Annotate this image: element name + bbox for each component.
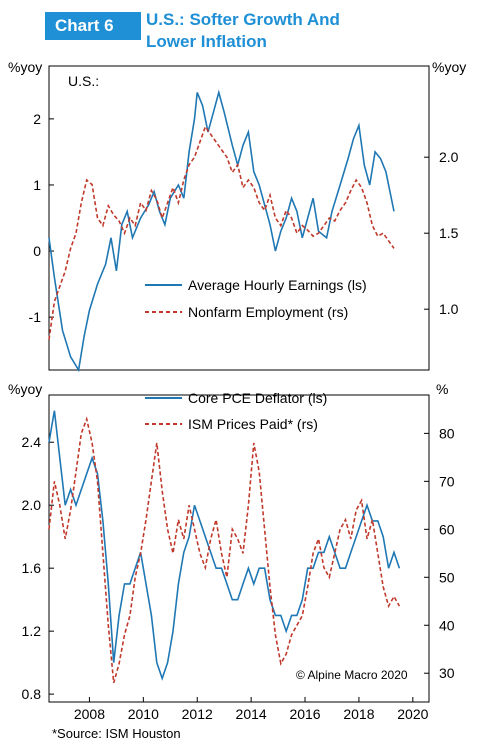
source-note: *Source: ISM Houston — [52, 726, 181, 741]
x-tick-label: 2018 — [343, 706, 374, 722]
top-panel-frame — [48, 65, 430, 371]
top-panel-label: U.S.: — [68, 73, 99, 89]
top-axis-ticks: 2 1 0 -1 2.0 1.5 1.0 — [29, 111, 459, 325]
top-series-0-line — [48, 89, 395, 373]
top-left-tick-label: 1 — [33, 177, 41, 193]
x-tick-label: 2008 — [74, 706, 105, 722]
bottom-left-tick-label: 2.0 — [22, 497, 42, 513]
bottom-right-tick-label: 70 — [439, 473, 455, 489]
top-right-tick-label: 1.5 — [439, 225, 459, 241]
bottom-right-tick-label: 80 — [439, 425, 455, 441]
top-right-unit: %yoy — [432, 59, 466, 75]
bottom-left-tick-label: 1.2 — [22, 623, 42, 639]
top-left-tick-label: 2 — [33, 111, 41, 127]
x-tick-label: 2010 — [128, 706, 159, 722]
bottom-axis-ticks: 2.4 2.0 1.6 1.2 0.8 80 70 60 50 40 30 — [22, 425, 455, 702]
bottom-series-1-line — [48, 416, 401, 684]
bottom-right-tick-label: 60 — [439, 521, 455, 537]
bottom-left-tick-label: 2.4 — [22, 434, 42, 450]
bottom-left-unit: %yoy — [8, 381, 42, 397]
bottom-series-layer — [48, 410, 401, 684]
top-left-unit: %yoy — [8, 59, 42, 75]
legend-core-pce: Core PCE Deflator (ls) — [188, 390, 327, 406]
chart-title: U.S.: Softer Growth And Lower Inflation — [146, 10, 340, 51]
top-right-tick-label: 2.0 — [439, 149, 459, 165]
bottom-panel-frame — [48, 394, 430, 703]
bottom-right-tick-label: 30 — [439, 665, 455, 681]
x-axis-ticks: 2008 2010 2012 2014 2016 2018 2020 — [74, 697, 429, 722]
legend-ism: ISM Prices Paid* (rs) — [188, 416, 318, 432]
top-series-1-line — [48, 125, 395, 340]
bottom-series-0-line — [48, 410, 401, 681]
legend-earnings: Average Hourly Earnings (ls) — [188, 277, 367, 293]
legend-employment: Nonfarm Employment (rs) — [188, 304, 348, 320]
x-tick-label: 2012 — [182, 706, 213, 722]
bottom-legend: Core PCE Deflator (ls) ISM Prices Paid* … — [145, 390, 327, 432]
top-left-tick-label: -1 — [29, 309, 42, 325]
chart-number-badge: Chart 6 — [45, 12, 141, 40]
top-right-tick-label: 1.0 — [439, 301, 459, 317]
bottom-right-tick-label: 40 — [439, 617, 455, 633]
x-tick-label: 2020 — [397, 706, 428, 722]
x-tick-label: 2016 — [289, 706, 320, 722]
top-legend: Average Hourly Earnings (ls) Nonfarm Emp… — [145, 277, 367, 320]
bottom-right-unit: % — [436, 381, 448, 397]
bottom-right-tick-label: 50 — [439, 569, 455, 585]
copyright-note: © Alpine Macro 2020 — [296, 668, 408, 682]
bottom-left-tick-label: 1.6 — [22, 560, 42, 576]
bottom-left-tick-label: 0.8 — [22, 686, 42, 702]
top-series-layer — [48, 89, 395, 373]
x-tick-label: 2014 — [236, 706, 267, 722]
top-left-tick-label: 0 — [33, 243, 41, 259]
